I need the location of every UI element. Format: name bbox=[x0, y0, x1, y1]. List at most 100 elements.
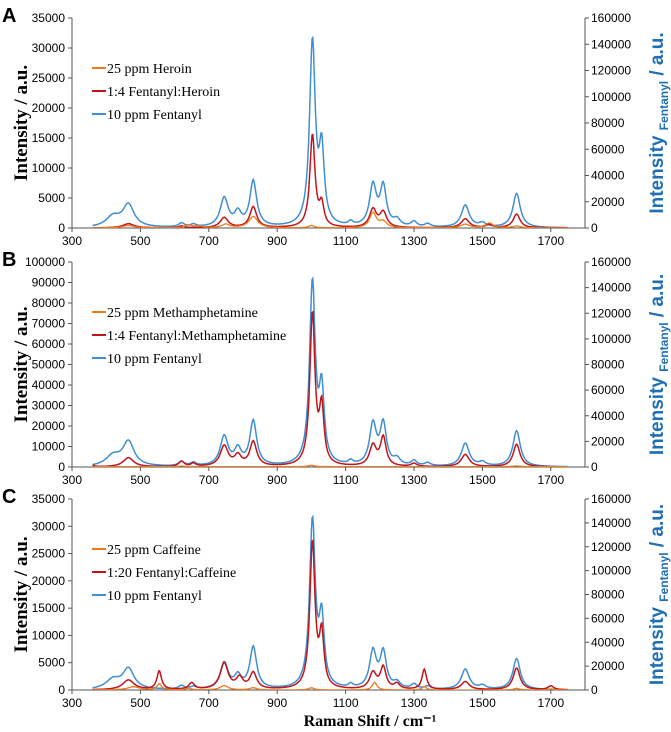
series-line-1 bbox=[92, 681, 568, 690]
y-left-tick-label: 30000 bbox=[32, 519, 66, 533]
y-right-tick-label: 120000 bbox=[591, 64, 631, 78]
y-left-tick-label: 20000 bbox=[32, 574, 66, 588]
y-left-axis-label: Intensity / a.u. bbox=[11, 306, 32, 422]
y-right-label-main: Intensity bbox=[647, 130, 668, 213]
y-right-label-tail: / a.u. bbox=[647, 32, 668, 81]
y-left-axis-label: Intensity / a.u. bbox=[11, 536, 32, 652]
y-left-tick-label: 0 bbox=[58, 460, 65, 474]
y-left-tick-label: 5000 bbox=[38, 656, 65, 670]
y-left-tick-label: 35000 bbox=[32, 492, 66, 506]
legend-label: 10 ppm Fentanyl bbox=[107, 108, 202, 123]
y-right-tick-label: 140000 bbox=[591, 281, 631, 295]
x-tick-label: 1300 bbox=[401, 234, 428, 248]
x-tick-label: 1100 bbox=[333, 473, 359, 487]
panel-letter: A bbox=[2, 5, 16, 27]
x-tick-label: 300 bbox=[62, 234, 82, 248]
y-left-tick-label: 5000 bbox=[38, 191, 65, 205]
legend-label: 10 ppm Fentanyl bbox=[107, 589, 202, 604]
y-right-label-main: Intensity bbox=[647, 372, 668, 455]
series-line-1 bbox=[92, 464, 568, 467]
panel-B: B 300 500 700 900 1100 1300 1500 1700 0 10000 20000… bbox=[2, 249, 671, 487]
y-right-tick-label: 100000 bbox=[591, 564, 631, 578]
y-right-tick-label: 40000 bbox=[591, 635, 625, 649]
y-left-tick-label: 10000 bbox=[32, 628, 66, 642]
x-tick-label: 1500 bbox=[469, 696, 496, 710]
x-tick-label: 1500 bbox=[469, 234, 496, 248]
y-left-tick-label: 20000 bbox=[32, 419, 66, 433]
y-left-tick-label: 10000 bbox=[32, 440, 66, 454]
panel-letter: C bbox=[2, 486, 16, 508]
x-tick-label: 500 bbox=[130, 473, 150, 487]
y-right-tick-label: 160000 bbox=[591, 492, 631, 506]
x-tick-label: 1700 bbox=[537, 473, 564, 487]
y-right-tick-label: 0 bbox=[591, 221, 598, 235]
y-left-tick-label: 60000 bbox=[32, 337, 66, 351]
x-tick-label: 500 bbox=[130, 234, 150, 248]
y-left-tick-label: 80000 bbox=[32, 296, 66, 310]
y-left-tick-label: 70000 bbox=[32, 317, 66, 331]
x-tick-label: 500 bbox=[130, 696, 150, 710]
y-left-tick-label: 0 bbox=[58, 221, 65, 235]
panel-C: C 300 500 700 900 1100 1300 1500 1700 0 5000 10000 1… bbox=[2, 486, 671, 710]
y-right-axis-label: Intensity Fentanyl / a.u. bbox=[647, 32, 671, 213]
y-right-tick-label: 20000 bbox=[591, 434, 625, 448]
y-right-tick-label: 40000 bbox=[591, 169, 625, 183]
x-tick-label: 1100 bbox=[333, 234, 359, 248]
y-right-label-tail: / a.u. bbox=[647, 274, 668, 323]
y-right-tick-label: 140000 bbox=[591, 516, 631, 530]
y-left-axis-label: Intensity / a.u. bbox=[11, 65, 32, 181]
y-right-tick-label: 20000 bbox=[591, 195, 625, 209]
legend-label: 1:4 Fentanyl:Heroin bbox=[107, 85, 220, 100]
y-right-tick-label: 0 bbox=[591, 683, 598, 697]
y-right-label-subscript: Fentanyl bbox=[657, 552, 671, 601]
x-tick-label: 900 bbox=[267, 696, 287, 710]
x-tick-label: 900 bbox=[267, 234, 287, 248]
y-left-tick-label: 25000 bbox=[32, 71, 66, 85]
x-tick-label: 700 bbox=[199, 473, 219, 487]
y-right-axis-label: Intensity Fentanyl / a.u. bbox=[647, 274, 671, 455]
y-left-tick-label: 35000 bbox=[32, 11, 66, 25]
y-left-tick-label: 10000 bbox=[32, 161, 66, 175]
legend-label: 1:20 Fentanyl:Caffeine bbox=[107, 566, 236, 581]
x-tick-label: 700 bbox=[199, 696, 219, 710]
x-tick-label: 900 bbox=[267, 473, 287, 487]
y-left-tick-label: 90000 bbox=[32, 276, 66, 290]
y-right-tick-label: 160000 bbox=[591, 11, 631, 25]
y-right-tick-label: 100000 bbox=[591, 90, 631, 104]
panel-letter: B bbox=[2, 249, 16, 271]
x-tick-label: 1700 bbox=[537, 696, 564, 710]
y-right-tick-label: 80000 bbox=[591, 588, 625, 602]
y-right-tick-label: 40000 bbox=[591, 409, 625, 423]
x-tick-label: 1300 bbox=[401, 473, 428, 487]
y-right-tick-label: 60000 bbox=[591, 142, 625, 156]
x-tick-label: 700 bbox=[199, 234, 219, 248]
x-tick-label: 1300 bbox=[401, 696, 428, 710]
x-tick-label: 1100 bbox=[333, 696, 359, 710]
legend-label: 25 ppm Heroin bbox=[107, 62, 192, 77]
y-left-tick-label: 100000 bbox=[25, 255, 65, 269]
y-left-tick-label: 50000 bbox=[32, 358, 66, 372]
y-right-tick-label: 80000 bbox=[591, 358, 625, 372]
x-tick-label: 1700 bbox=[537, 234, 564, 248]
y-right-axis-label: Intensity Fentanyl / a.u. bbox=[647, 504, 671, 685]
y-right-label-tail: / a.u. bbox=[647, 504, 668, 553]
panel-A: A 300 500 700 900 1100 1300 1500 1700 0 5000 10000 1… bbox=[2, 5, 671, 248]
y-right-tick-label: 20000 bbox=[591, 659, 625, 673]
series-line-2 bbox=[92, 310, 568, 467]
y-left-tick-label: 0 bbox=[58, 683, 65, 697]
legend-label: 25 ppm Caffeine bbox=[107, 543, 201, 558]
y-left-tick-label: 15000 bbox=[32, 601, 66, 615]
legend-label: 10 ppm Fentanyl bbox=[107, 352, 202, 367]
y-left-tick-label: 30000 bbox=[32, 41, 66, 55]
series-line-3 bbox=[92, 276, 568, 467]
y-right-tick-label: 100000 bbox=[591, 332, 631, 346]
y-right-label-main: Intensity bbox=[647, 602, 668, 685]
y-right-tick-label: 140000 bbox=[591, 37, 631, 51]
y-right-tick-label: 60000 bbox=[591, 611, 625, 625]
x-tick-label: 300 bbox=[62, 696, 82, 710]
x-tick-label: 300 bbox=[62, 473, 82, 487]
y-left-tick-label: 25000 bbox=[32, 547, 66, 561]
y-right-tick-label: 120000 bbox=[591, 540, 631, 554]
legend-label: 25 ppm Methamphetamine bbox=[107, 306, 258, 321]
